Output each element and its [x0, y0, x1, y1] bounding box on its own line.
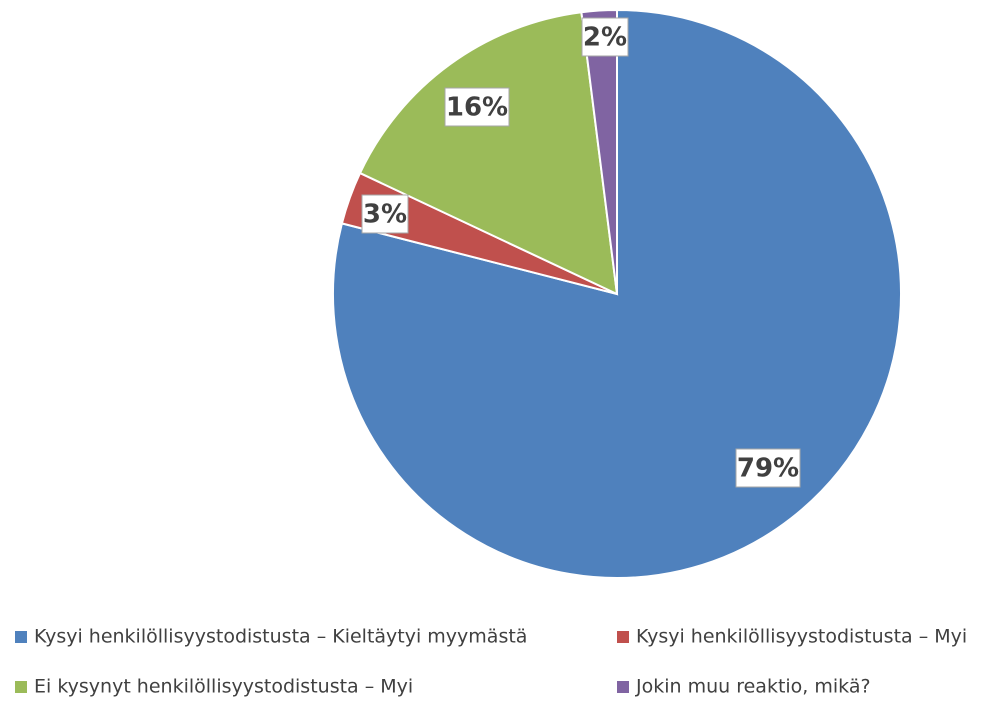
legend-swatch: [617, 631, 629, 643]
legend-swatch: [15, 631, 27, 643]
data-label: 16%: [446, 93, 508, 123]
data-label-box: [444, 87, 510, 127]
data-label-box: [581, 17, 629, 57]
data-label: 3%: [363, 200, 407, 230]
data-label: 2%: [583, 23, 627, 53]
data-label-box: [361, 194, 409, 234]
legend-label: Kysyi henkilöllisyystodistusta – Kieltäy…: [34, 626, 527, 648]
data-label: 79%: [737, 454, 799, 484]
legend-label: Kysyi henkilöllisyystodistusta – Myi: [636, 626, 967, 648]
legend-swatch: [617, 681, 629, 693]
data-label-box: [735, 448, 801, 488]
legend-label: Jokin muu reaktio, mikä?: [635, 676, 871, 698]
pie-slice: [580, 8, 618, 295]
legend-label: Ei kysynyt henkilöllisyystodistusta – My…: [34, 676, 413, 698]
pie-slice: [358, 11, 619, 296]
legend-swatch: [15, 681, 27, 693]
